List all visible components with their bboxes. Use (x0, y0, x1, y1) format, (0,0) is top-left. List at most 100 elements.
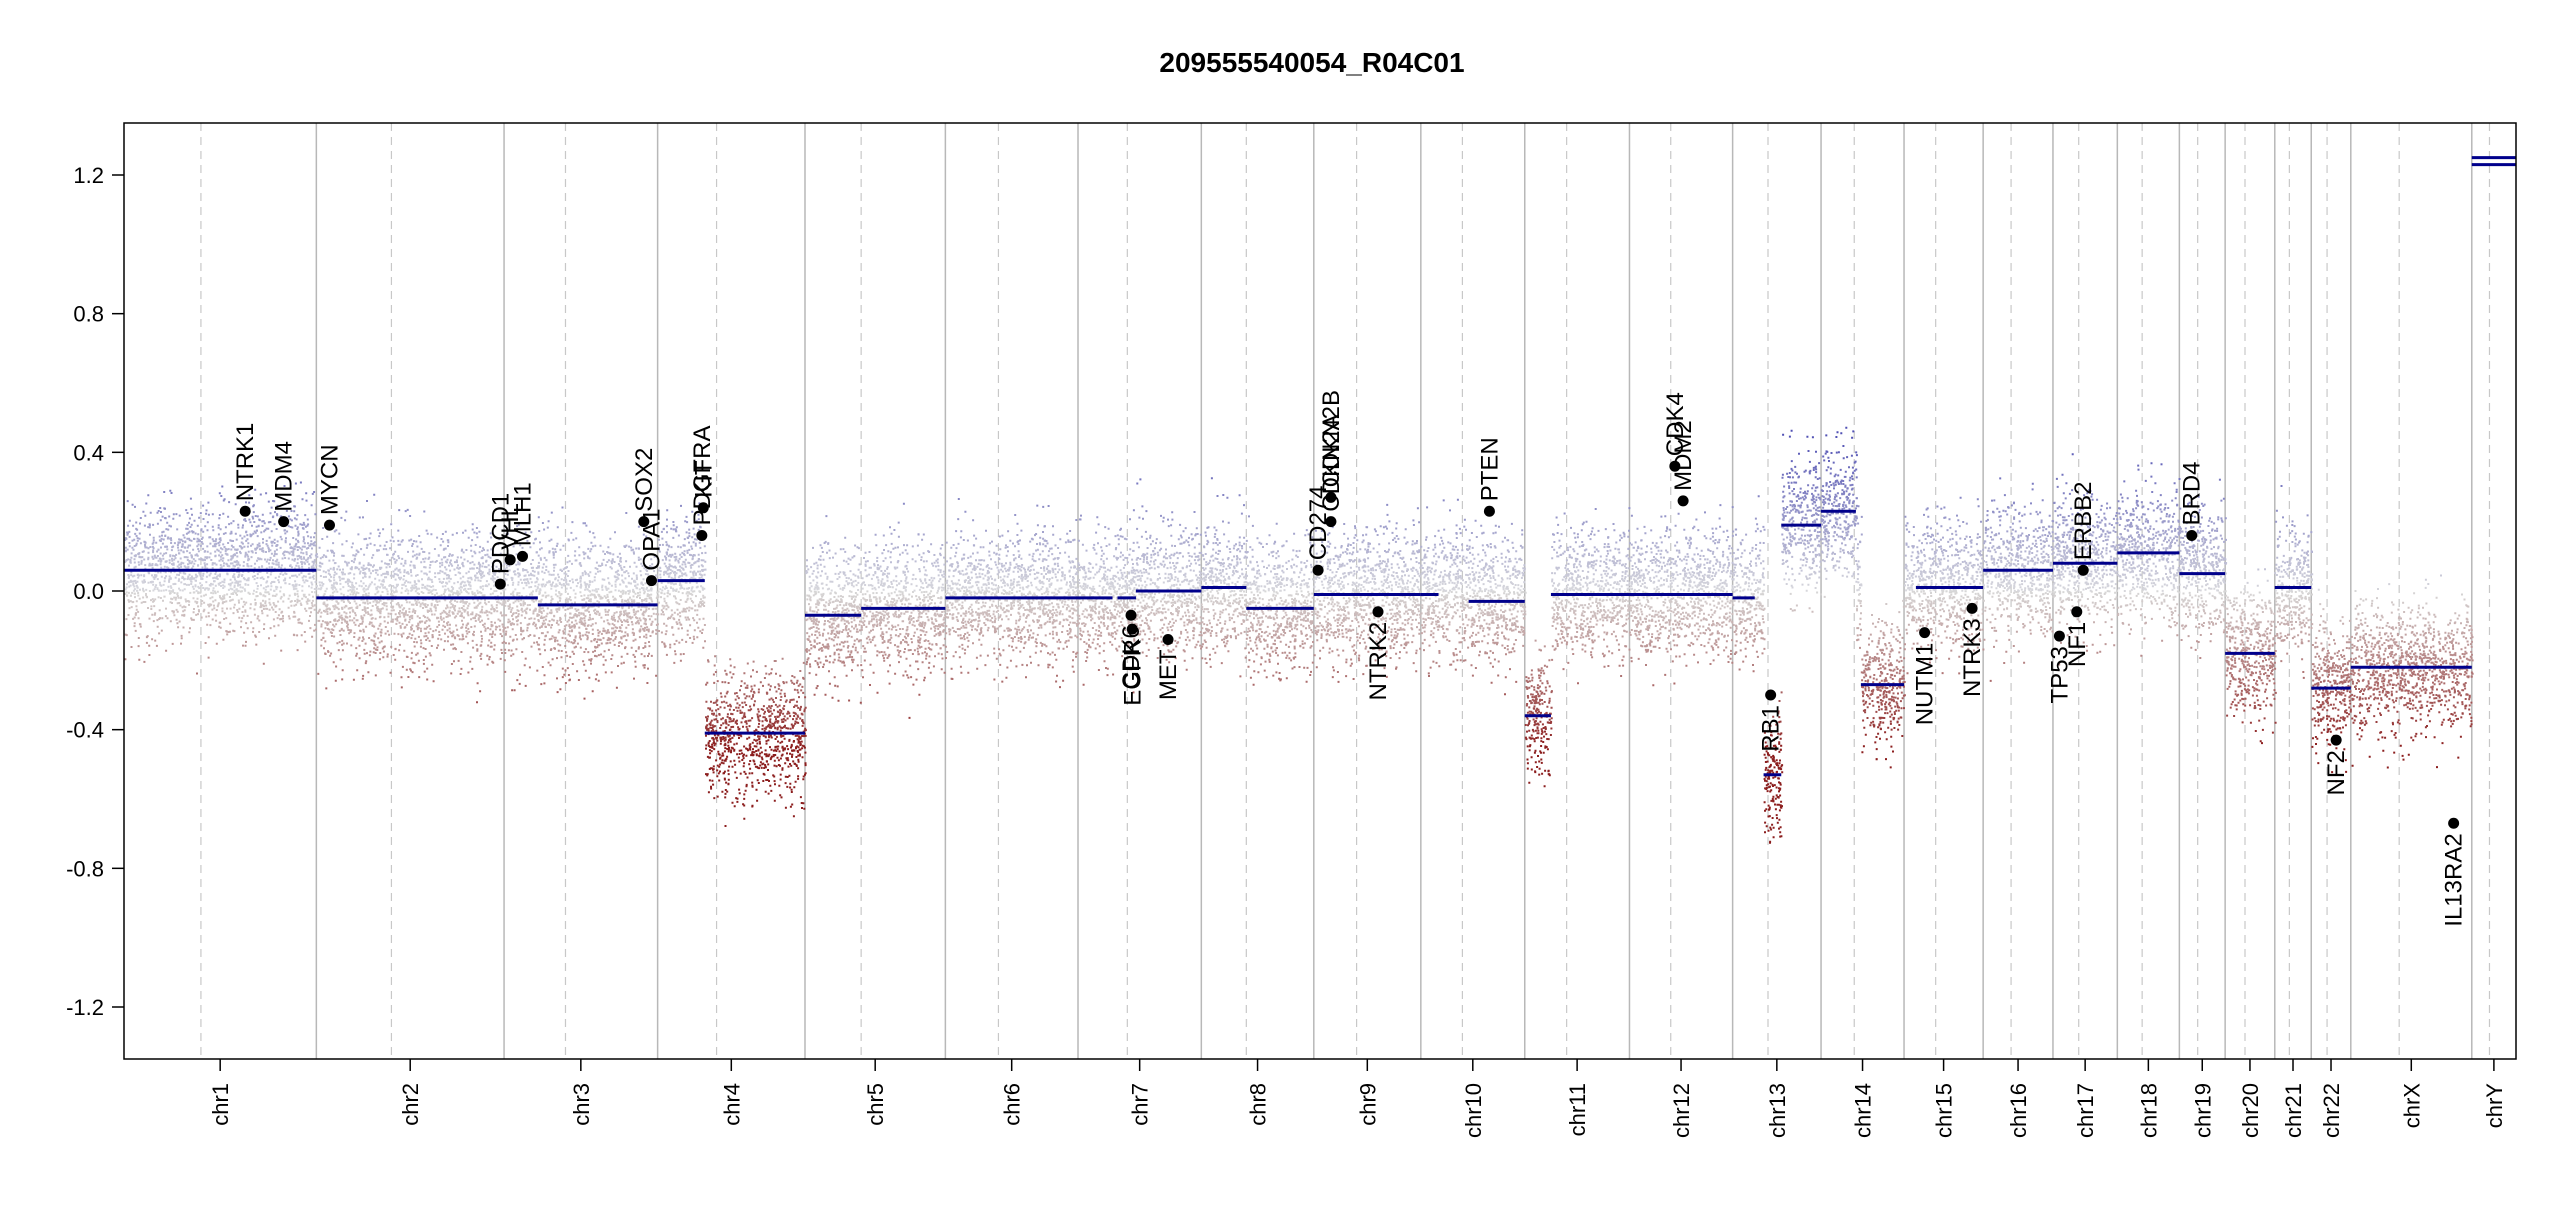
probe-point-group (169, 490, 2137, 491)
probe-point-group (151, 639, 2454, 640)
probe-point-group (162, 517, 2284, 518)
probe-point-group (138, 618, 2425, 619)
probe-point-group (134, 534, 2197, 535)
probe-point-group (721, 696, 2447, 697)
probe-point-group (713, 742, 1876, 743)
gene-label: PTEN (1476, 437, 1503, 501)
x-tick-label: chr16 (2006, 1083, 2031, 1138)
x-tick-label: chr21 (2281, 1083, 2306, 1138)
gene-marker (495, 579, 506, 590)
probe-point-group (711, 731, 2382, 732)
probe-points (124, 428, 2474, 843)
probe-point-group (714, 726, 2428, 727)
probe-point-group (325, 688, 2466, 689)
probe-point-group (134, 626, 2473, 627)
x-tick-label: chr8 (1246, 1083, 1271, 1126)
probe-point-group (705, 701, 2447, 702)
x-tick-label: chr9 (1355, 1083, 1380, 1126)
probe-point-group (124, 562, 2305, 563)
probe-point-group (1812, 437, 1853, 438)
probe-point-group (479, 691, 2459, 692)
probe-point-group (127, 525, 2293, 526)
probe-point-group (139, 524, 2202, 525)
probe-point-group (365, 661, 2454, 662)
probe-point-group (1808, 451, 1828, 452)
probe-point-group (125, 634, 2473, 635)
probe-point-group (401, 677, 2473, 678)
x-tick-label: chrX (2399, 1083, 2424, 1129)
probe-point-group (524, 665, 2456, 666)
probe-point-group (325, 654, 2466, 655)
gene-marker (1313, 565, 1324, 576)
probe-point-group (147, 495, 2162, 496)
probe-point-group (741, 712, 2440, 713)
probe-point-group (1211, 477, 1858, 478)
probe-point-group (557, 692, 2461, 693)
probe-point-group (588, 677, 2455, 678)
probe-point-group (154, 640, 2453, 641)
probe-point-group (735, 700, 2443, 701)
probe-point-group (1822, 457, 1848, 458)
probe-point-group (746, 685, 2417, 686)
x-tick-label: chr7 (1128, 1083, 1153, 1126)
gene-label: OPA1 (639, 508, 666, 570)
probe-point-group (128, 600, 2301, 601)
probe-point-group (519, 684, 2441, 685)
x-tick-label: chr11 (1565, 1083, 1590, 1136)
probe-point-group (716, 732, 2397, 733)
gene-marker (1373, 606, 1384, 617)
probe-point-group (525, 686, 2466, 687)
probe-point-group (254, 489, 2178, 490)
probe-point-group (144, 515, 2308, 516)
x-tick-label: chr20 (2238, 1083, 2263, 1138)
probe-point-group (175, 513, 2175, 514)
probe-point-group (617, 666, 2468, 667)
probe-point-group (716, 700, 2450, 701)
probe-point-group (711, 738, 2318, 739)
x-tick-label: chr4 (719, 1083, 744, 1126)
probe-point-group (401, 687, 2433, 688)
probe-point-group (127, 500, 2223, 501)
probe-point-group (1827, 458, 1844, 459)
probe-point-group (1139, 478, 2180, 479)
probe-point-group (717, 709, 2449, 710)
probe-point-group (129, 520, 2223, 521)
gene-label: NF2 (2323, 750, 2350, 795)
probe-point-group (713, 740, 2415, 741)
probe-point-group (1226, 497, 2123, 498)
probe-point-group (722, 718, 2414, 719)
probe-point-group (173, 615, 2460, 616)
probe-point-group (511, 690, 2464, 691)
x-tick-label: chr5 (863, 1083, 888, 1126)
probe-point-group (706, 719, 2458, 720)
x-tick-label: chr3 (569, 1083, 594, 1126)
probe-point-group (715, 715, 2456, 716)
gene-label: NF1 (2064, 622, 2091, 667)
probe-point-group (705, 684, 2466, 685)
probe-point-group (134, 506, 2159, 507)
probe-point-group (131, 646, 2473, 647)
x-tick-label: chr2 (398, 1083, 423, 1126)
gene-marker (2331, 735, 2342, 746)
probe-point-group (135, 556, 2303, 557)
probe-point-group (708, 742, 2444, 743)
gene-marker (1678, 495, 1689, 506)
gene-marker (1325, 492, 1336, 503)
gene-label: MYCN (317, 444, 344, 515)
gene-label: NUTM1 (1912, 643, 1939, 726)
chromosome-separators (201, 123, 2490, 1059)
probe-point-group (706, 720, 2455, 721)
probe-point-group (705, 745, 1776, 746)
probe-point-group (705, 736, 2417, 737)
gene-marker (1669, 461, 1680, 472)
probe-point-group (709, 710, 2470, 711)
probe-point-group (720, 707, 2457, 708)
probe-point-group (126, 596, 2302, 597)
x-tick-label: chr6 (1000, 1083, 1025, 1126)
probe-point-group (1813, 469, 2140, 470)
probe-point-group (727, 705, 2471, 706)
probe-point-group (743, 746, 1865, 747)
gene-marker (1163, 634, 1174, 645)
probe-point-group (126, 532, 2312, 533)
